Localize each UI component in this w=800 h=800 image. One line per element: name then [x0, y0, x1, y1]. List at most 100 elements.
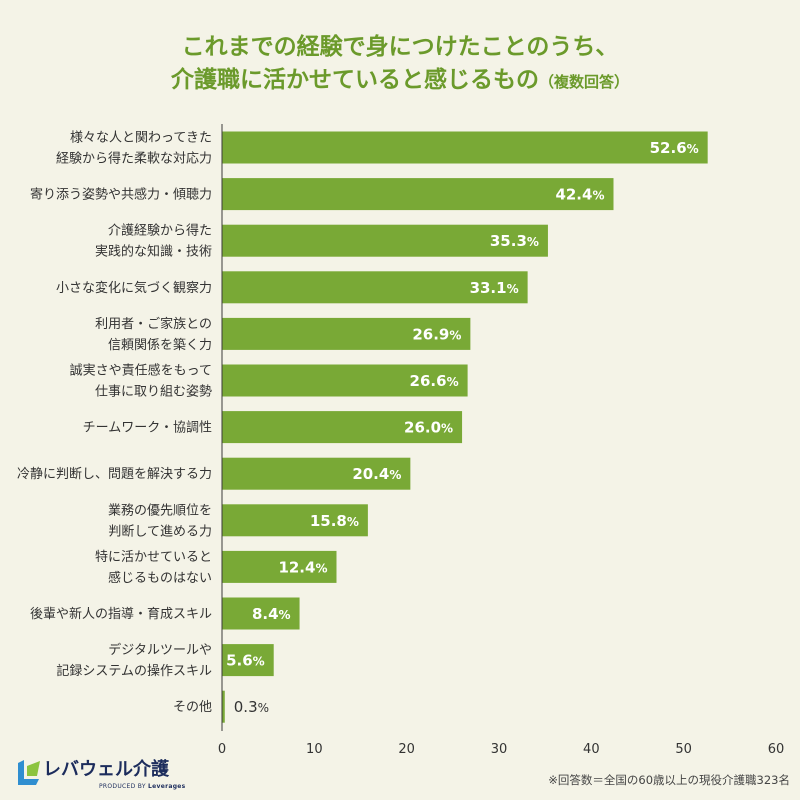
category-label-line: 介護経験から得た	[108, 223, 212, 239]
bar	[222, 597, 300, 630]
category-label-line: 様々な人と関わってきた	[70, 131, 212, 146]
category-label: チームワーク・協調性	[83, 421, 212, 436]
bar-value-number: 26.0	[404, 419, 441, 437]
bar-value-unit: %	[315, 561, 327, 575]
category-label-line: 記録システムの操作スキル	[56, 663, 212, 679]
chart-title-note: （複数回答）	[538, 73, 629, 91]
bar-value-unit: %	[279, 608, 291, 622]
bar-value-unit: %	[447, 375, 459, 389]
chart-title-line-2-text: 介護職に活かせていると感じるもの	[170, 67, 539, 93]
brand-tagline-company: Leverages	[148, 783, 186, 790]
bar-value-number: 26.9	[412, 325, 449, 343]
bar-value-unit: %	[687, 142, 699, 156]
bar-value-unit: %	[441, 422, 453, 436]
category-label-line: 感じるものはない	[108, 570, 212, 586]
category-label: 誠実さや責任感をもって仕事に取り組む姿勢	[70, 363, 212, 400]
chart-title: これまでの経験で身につけたことのうち、 介護職に活かせていると感じるもの（複数回…	[0, 31, 800, 99]
bar-value-number: 26.6	[410, 372, 447, 390]
category-label-line: 小さな変化に気づく観察力	[56, 280, 212, 296]
x-tick-label: 40	[583, 742, 600, 757]
bar	[222, 224, 548, 257]
bar	[222, 271, 528, 304]
bar-value-unit: %	[592, 189, 604, 203]
category-label-line: チームワーク・協調性	[83, 421, 212, 436]
bar-value-number: 35.3	[490, 232, 527, 250]
bar-value-number: 42.4	[555, 186, 592, 204]
category-label: 寄り添う姿勢や共感力・傾聴力	[30, 187, 212, 203]
brand-name: レバウェル介護	[43, 759, 169, 780]
category-label-line: デジタルツールや	[108, 642, 212, 658]
bar	[222, 364, 468, 397]
bar-value-unit: %	[258, 701, 269, 715]
bar	[222, 317, 471, 350]
category-label-line: 判断して進める力	[108, 524, 212, 539]
category-label: その他	[173, 700, 212, 715]
category-label-line: その他	[173, 700, 212, 715]
category-label: デジタルツールや記録システムの操作スキル	[56, 642, 212, 679]
bar	[222, 550, 337, 583]
chart-title-line-1: これまでの経験で身につけたことのうち、	[181, 34, 619, 60]
axes: 0 10 20 30 40 50 60	[218, 124, 784, 757]
bar-value-unit: %	[389, 468, 401, 482]
bar-value-number: 20.4	[352, 465, 389, 483]
chart-title-line-2: 介護職に活かせていると感じるもの（複数回答）	[0, 64, 800, 99]
x-tick-label: 50	[675, 742, 692, 757]
category-label: 特に活かせていると感じるものはない	[95, 550, 212, 586]
bar-value-unit: %	[347, 515, 359, 529]
category-label: 様々な人と関わってきた経験から得た柔軟な対応力	[56, 131, 212, 167]
category-labels: 様々な人と関わってきた経験から得た柔軟な対応力寄り添う姿勢や共感力・傾聴力介護経…	[17, 131, 212, 716]
bar-value-label: 15.8%	[310, 512, 359, 530]
bar-value-label: 26.6%	[410, 372, 459, 390]
x-tick-label: 0	[218, 742, 226, 757]
bar-value-number: 12.4	[278, 558, 315, 576]
bar-value-number: 0.3	[234, 698, 258, 716]
bar-value-label: 52.6%	[650, 139, 699, 157]
bar	[222, 411, 463, 444]
category-label: 介護経験から得た実践的な知識・技術	[95, 223, 212, 260]
bar	[222, 178, 614, 211]
bar-value-label: 0.3%	[234, 698, 269, 716]
bar-value-label: 12.4%	[278, 558, 327, 576]
x-tick-label: 60	[768, 742, 785, 757]
category-label: 利用者・ご家族との信頼関係を築く力	[95, 316, 212, 353]
bar-value-label: 20.4%	[352, 465, 401, 483]
bar-value-label: 8.4%	[252, 605, 291, 623]
bar-value-label: 33.1%	[470, 279, 519, 297]
x-tick-label: 30	[491, 742, 508, 757]
brand-tagline-prefix: PRODUCED BY	[99, 783, 146, 790]
bar-value-number: 52.6	[650, 139, 687, 157]
logo-green-shape	[27, 761, 40, 776]
bar-value-number: 8.4	[252, 605, 279, 623]
footnote: ※回答数＝全国の60歳以上の現役介護職323名	[548, 773, 790, 787]
bar-value-number: 33.1	[470, 279, 507, 297]
bar-value-unit: %	[449, 328, 461, 342]
leverages-logo-icon	[18, 760, 40, 785]
bars	[222, 131, 708, 723]
category-label: 小さな変化に気づく観察力	[56, 280, 212, 296]
logo-blue-shape	[18, 760, 39, 785]
category-label-line: 寄り添う姿勢や共感力・傾聴力	[30, 187, 212, 203]
x-tick-label: 10	[306, 742, 323, 757]
bar-value-label: 35.3%	[490, 232, 539, 250]
category-label: 後輩や新人の指導・育成スキル	[30, 606, 212, 622]
category-label-line: 利用者・ご家族との	[95, 316, 212, 332]
bar-value-number: 5.6	[226, 652, 253, 670]
category-label-line: 後輩や新人の指導・育成スキル	[30, 606, 212, 622]
category-label-line: 実践的な知識・技術	[95, 244, 212, 260]
category-label-line: 業務の優先順位を	[108, 502, 212, 518]
category-label-line: 経験から得た柔軟な対応力	[56, 151, 212, 167]
category-label: 冷静に判断し、問題を解決する力	[17, 467, 212, 482]
bar-value-unit: %	[527, 235, 539, 249]
bar-value-labels: 52.6%42.4%35.3%33.1%26.9%26.6%26.0%20.4%…	[226, 139, 699, 716]
category-label-line: 誠実さや責任感をもって	[70, 363, 212, 379]
bar	[222, 131, 708, 164]
bar-value-label: 26.0%	[404, 419, 453, 437]
category-label: 業務の優先順位を判断して進める力	[108, 502, 212, 539]
bar-value-number: 15.8	[310, 512, 347, 530]
bar-value-label: 5.6%	[226, 652, 265, 670]
bar-value-label: 42.4%	[555, 186, 604, 204]
bar	[222, 690, 225, 723]
bar	[222, 644, 274, 677]
